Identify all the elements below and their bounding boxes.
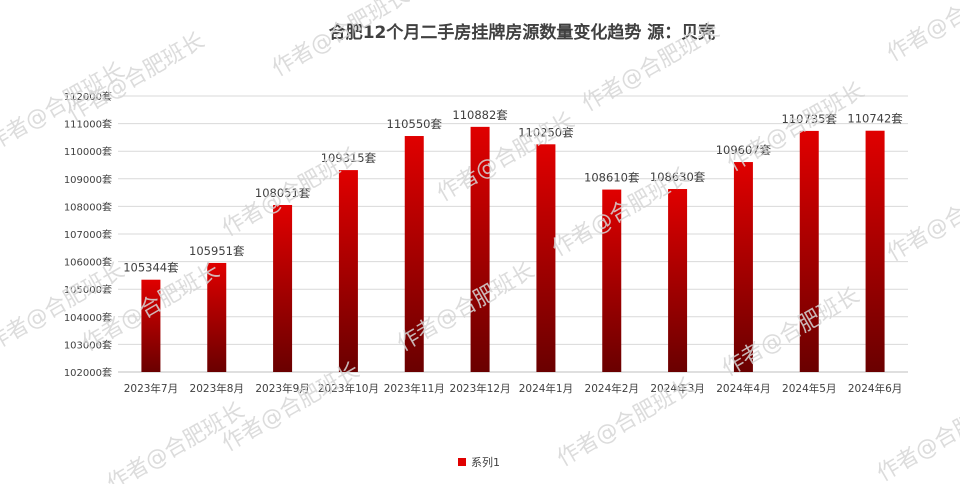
data-label: 108051套 <box>255 186 311 200</box>
bars <box>141 126 885 372</box>
bar <box>799 130 819 372</box>
y-tick-label: 106000套 <box>64 256 112 269</box>
bar <box>536 144 556 372</box>
data-label: 110735套 <box>782 112 838 126</box>
y-axis-ticks: 102000套 103000套 104000套 105000套 106000套 10700… <box>64 90 112 379</box>
x-tick-label: 2024年6月 <box>848 382 902 395</box>
data-label: 110550套 <box>387 117 443 131</box>
bar <box>602 189 622 372</box>
x-tick-label: 2024年4月 <box>716 382 770 395</box>
gridlines <box>118 95 908 373</box>
bar <box>207 262 227 372</box>
data-label: 105344套 <box>123 261 179 275</box>
data-labels: 105344套 105951套 108051套 109315套 110550套 11088… <box>123 108 903 275</box>
data-label: 110882套 <box>452 108 508 122</box>
x-tick-label: 2024年1月 <box>519 382 573 395</box>
bar <box>470 126 490 372</box>
data-label: 110250套 <box>518 125 574 139</box>
x-tick-label: 2023年9月 <box>255 382 309 395</box>
data-label: 108610套 <box>584 171 640 185</box>
x-tick-label: 2024年2月 <box>585 382 639 395</box>
bar <box>865 130 885 372</box>
chart-title: 合肥12个月二手房挂牌房源数量变化趋势 源：贝壳 <box>329 22 716 43</box>
data-label: 105951套 <box>189 244 245 258</box>
y-tick-label: 103000套 <box>64 338 112 351</box>
y-tick-label: 102000套 <box>64 366 112 379</box>
bar <box>338 170 358 372</box>
x-axis-ticks: 2023年7月 2023年8月 2023年9月 2023年10月 2023年11月 202… <box>124 382 903 395</box>
x-tick-label: 2024年3月 <box>650 382 704 395</box>
legend-label: 系列1 <box>471 455 500 469</box>
data-label: 110742套 <box>847 112 903 126</box>
y-tick-label: 111000套 <box>64 118 112 131</box>
data-label: 109607套 <box>716 143 772 157</box>
y-tick-label: 110000套 <box>64 145 112 158</box>
y-tick-label: 104000套 <box>64 311 112 324</box>
x-tick-label: 2023年10月 <box>318 382 379 395</box>
bar <box>273 204 293 372</box>
y-tick-label: 108000套 <box>64 200 112 213</box>
y-tick-label: 112000套 <box>64 90 112 103</box>
y-tick-label: 109000套 <box>64 173 112 186</box>
bar <box>141 279 161 372</box>
legend: 系列1 <box>458 455 500 469</box>
y-tick-label: 107000套 <box>64 228 112 241</box>
bar <box>733 162 753 372</box>
data-label: 108630套 <box>650 170 706 184</box>
bar <box>668 189 688 372</box>
x-tick-label: 2023年11月 <box>384 382 445 395</box>
x-tick-label: 2024年5月 <box>782 382 836 395</box>
x-tick-label: 2023年7月 <box>124 382 178 395</box>
data-label: 109315套 <box>321 151 377 165</box>
x-tick-label: 2023年8月 <box>190 382 244 395</box>
x-tick-label: 2023年12月 <box>450 382 511 395</box>
bar <box>404 136 424 372</box>
legend-swatch <box>458 458 466 466</box>
y-tick-label: 105000套 <box>64 283 112 296</box>
